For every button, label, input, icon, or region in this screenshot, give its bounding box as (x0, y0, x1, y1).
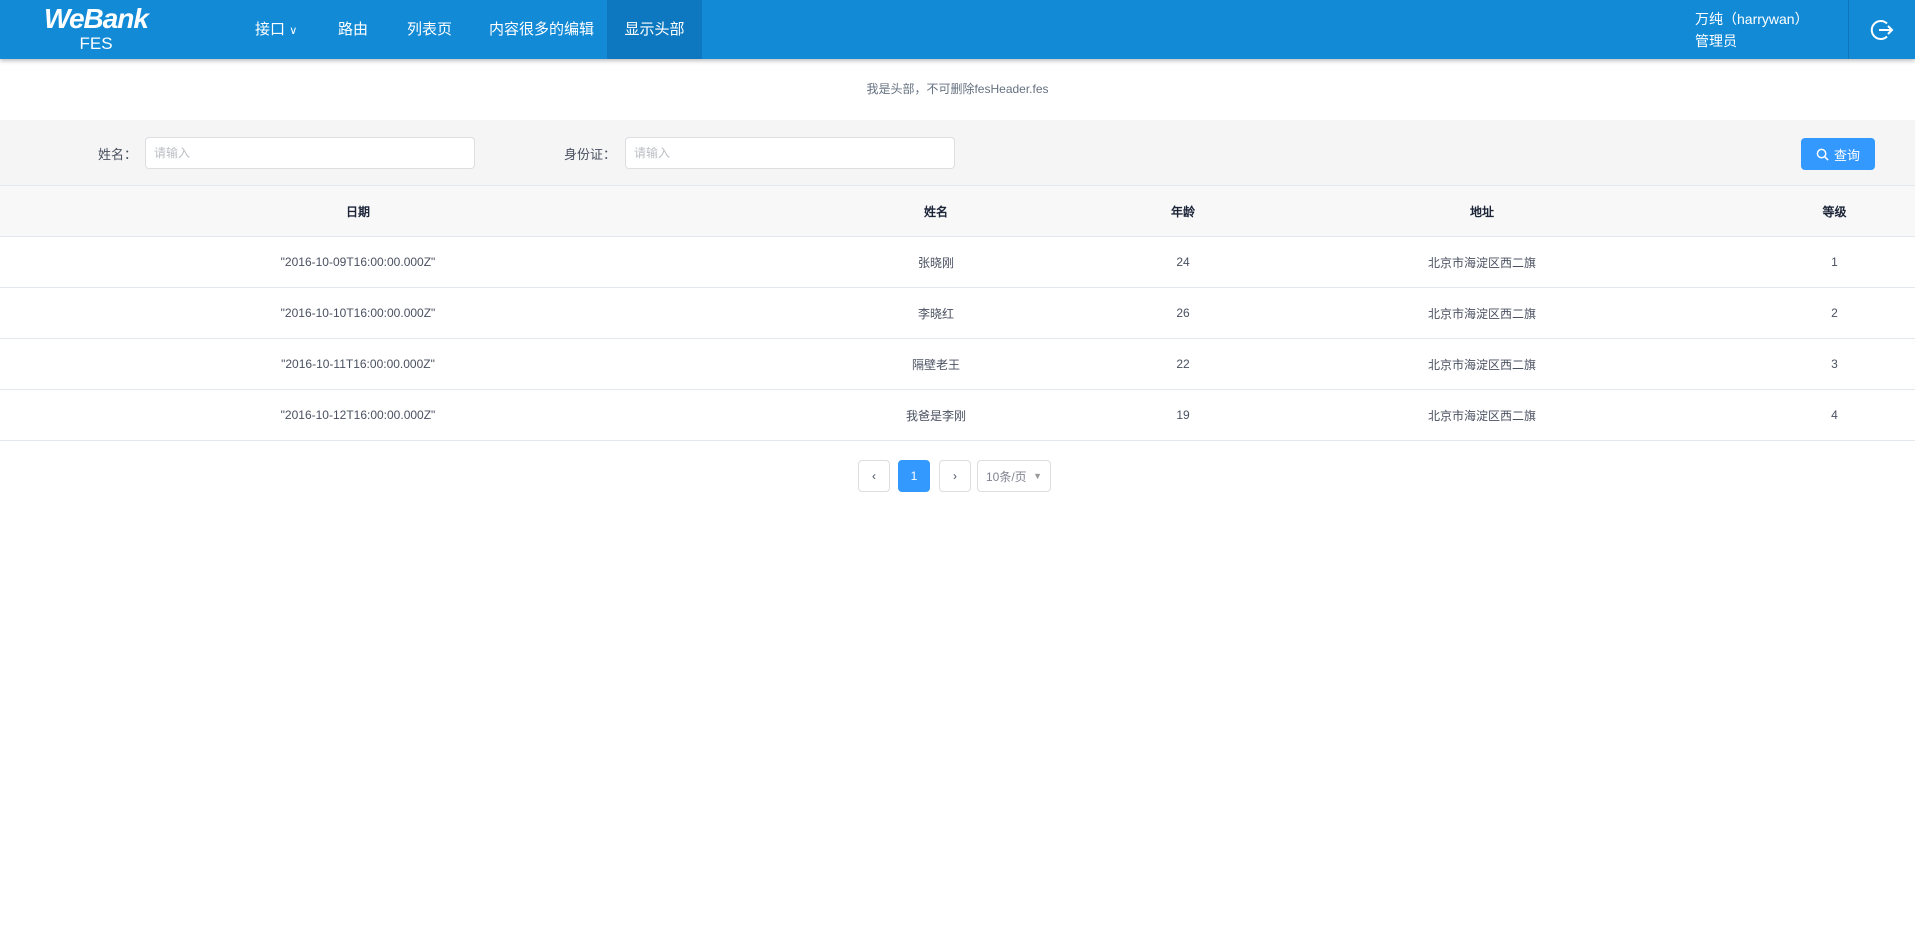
table-row[interactable]: "2016-10-09T16:00:00.000Z" 张晓刚 24 北京市海淀区西二旗… (0, 236, 1915, 288)
cell-level: 3 (1754, 338, 1915, 390)
cell-level: 2 (1754, 287, 1915, 339)
nav-label: 接口 (255, 21, 286, 38)
top-header: WeBank FES 接口 ∨ 路由 列表页 内容很多的编辑 显示头部 万纯（h… (0, 0, 1915, 59)
name-input[interactable] (145, 137, 475, 169)
id-label: 身份证： (564, 147, 617, 162)
chevron-left-icon: ‹ (872, 469, 876, 483)
col-address[interactable]: 地址 (1210, 185, 1754, 237)
table-row[interactable]: "2016-10-12T16:00:00.000Z" 我爸是李刚 19 北京市海淀区西… (0, 389, 1915, 441)
user-name: 万纯（harrywan） (1695, 11, 1809, 27)
nav-api[interactable]: 接口 ∨ (235, 0, 317, 59)
logout-button[interactable] (1848, 0, 1915, 59)
cell-date: "2016-10-10T16:00:00.000Z" (0, 287, 716, 339)
cell-address: 北京市海淀区西二旗 (1210, 236, 1754, 288)
query-label: 查询 (1833, 147, 1860, 163)
cell-name: 隔壁老王 (716, 338, 1156, 390)
cell-age: 22 (1156, 338, 1210, 390)
table-row[interactable]: "2016-10-11T16:00:00.000Z" 隔壁老王 22 北京市海淀区西二… (0, 338, 1915, 390)
caret-down-icon: ▼ (1033, 471, 1042, 481)
table-row[interactable]: "2016-10-10T16:00:00.000Z" 李晓红 26 北京市海淀区西二旗… (0, 287, 1915, 339)
cell-date: "2016-10-09T16:00:00.000Z" (0, 236, 716, 288)
data-table: 日期 姓名 年龄 地址 等级 "2016-10-09T16:00:00.000Z… (0, 185, 1915, 441)
logo-sub: FES (79, 34, 113, 53)
col-date[interactable]: 日期 (0, 185, 716, 237)
nav-list[interactable]: 列表页 (407, 21, 453, 38)
cell-address: 北京市海淀区西二旗 (1210, 287, 1754, 339)
filter-bar: 姓名： 身份证： 查询 (0, 120, 1915, 185)
cell-name: 我爸是李刚 (716, 389, 1156, 441)
name-label: 姓名： (98, 147, 138, 162)
cell-level: 4 (1754, 389, 1915, 441)
cell-age: 19 (1156, 389, 1210, 441)
cell-age: 24 (1156, 236, 1210, 288)
chevron-right-icon: › (953, 469, 957, 483)
cell-age: 26 (1156, 287, 1210, 339)
cell-level: 1 (1754, 236, 1915, 288)
col-level[interactable]: 等级 (1754, 185, 1915, 237)
user-info: 万纯（harrywan） 管理员 (1695, 8, 1809, 52)
table-header-row: 日期 姓名 年龄 地址 等级 (0, 185, 1915, 237)
logo-text: WeBank (44, 3, 149, 34)
nav-show-header[interactable]: 显示头部 (607, 0, 702, 59)
user-role: 管理员 (1695, 33, 1737, 49)
page-size-value: 10条/页 (986, 469, 1027, 484)
logout-icon (1870, 19, 1894, 40)
prev-page-button[interactable]: ‹ (858, 460, 890, 492)
header-notice: 我是头部，不可删除fesHeader.fes (866, 82, 1049, 96)
id-input[interactable] (625, 137, 955, 169)
nav-route[interactable]: 路由 (338, 21, 369, 38)
next-page-button[interactable]: › (939, 460, 971, 492)
col-name[interactable]: 姓名 (716, 185, 1156, 237)
page-1[interactable]: 1 (898, 460, 930, 492)
cell-address: 北京市海淀区西二旗 (1210, 389, 1754, 441)
query-button[interactable]: 查询 (1801, 138, 1875, 170)
cell-date: "2016-10-12T16:00:00.000Z" (0, 389, 716, 441)
cell-date: "2016-10-11T16:00:00.000Z" (0, 338, 716, 390)
page-size-select[interactable]: 10条/页 ▼ (977, 460, 1051, 492)
logo: WeBank FES (34, 4, 158, 54)
cell-address: 北京市海淀区西二旗 (1210, 338, 1754, 390)
chevron-down-icon: ∨ (289, 25, 298, 37)
col-age[interactable]: 年龄 (1156, 185, 1210, 237)
cell-name: 李晓红 (716, 287, 1156, 339)
nav-edit[interactable]: 内容很多的编辑 (489, 21, 595, 38)
search-icon (1816, 148, 1829, 161)
cell-name: 张晓刚 (716, 236, 1156, 288)
